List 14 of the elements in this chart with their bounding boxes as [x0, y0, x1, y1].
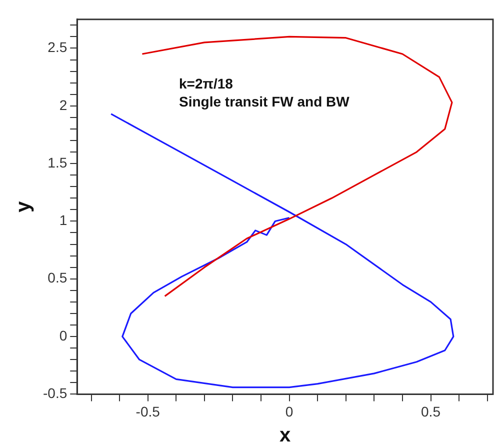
- x-axis-title: x: [280, 424, 291, 447]
- y-tick-label: 0: [59, 327, 68, 344]
- x-tick-label: 0: [285, 403, 294, 420]
- y-tick-label: 1.5: [48, 154, 68, 170]
- annotation: Single transit FW and BW: [179, 93, 350, 110]
- annotation: k=2π/18: [179, 75, 234, 92]
- y-tick-label: 0.5: [48, 270, 68, 286]
- y-tick-label: 1: [59, 212, 68, 228]
- x-tick-label: -0.5: [136, 403, 160, 420]
- x-tick-label: 0.5: [421, 403, 441, 420]
- y-tick-label: 2: [59, 96, 68, 113]
- y-axis-title: y: [12, 200, 35, 212]
- y-tick-label: -0.5: [43, 385, 68, 402]
- y-tick-label: 2.5: [48, 39, 68, 56]
